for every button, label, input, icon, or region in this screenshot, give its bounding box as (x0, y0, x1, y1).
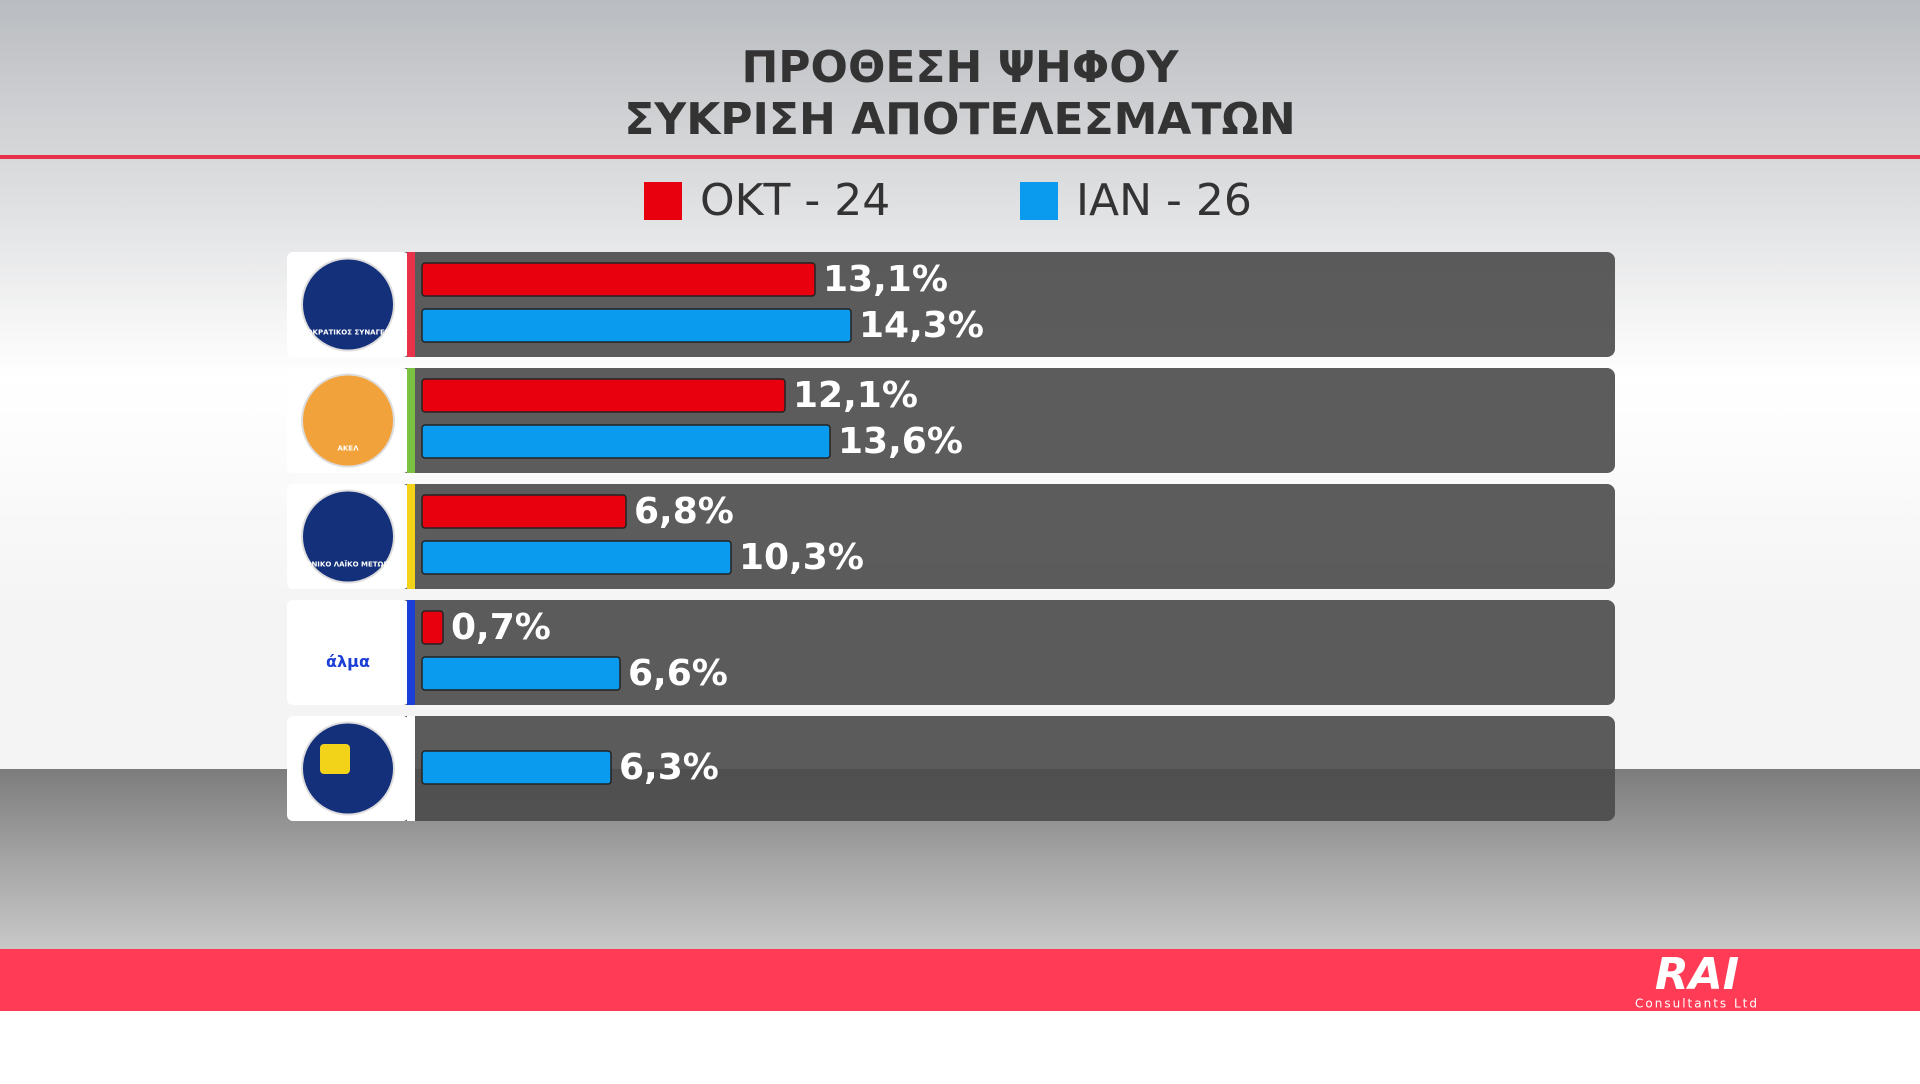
bar (421, 262, 816, 297)
chart-subtitle: ΣΥΚΡΙΣΗ ΑΠΟΤΕΛΕΣΜΑΤΩΝ (624, 94, 1295, 145)
value-label: 12,1% (793, 375, 918, 416)
logo-strip (407, 600, 415, 705)
divider (0, 155, 1920, 159)
value-label: 0,7% (451, 607, 551, 648)
logo-circle (301, 257, 395, 352)
logo-text: ΔΗΜΟΚΡΑΤΙΚΟΣ ΣΥΝΑΓΕΡΜΟΣ (288, 329, 408, 337)
brand: RAI (1655, 949, 1739, 1000)
logo-strip (407, 484, 415, 589)
footer-white (0, 1011, 1920, 1080)
logo-text: ΕΘΝΙΚΟ ΛΑΪΚΟ ΜΕΤΩΠΟ (301, 560, 396, 569)
bar (421, 540, 732, 575)
legend-swatch (1020, 182, 1058, 220)
row-panel (287, 716, 1615, 821)
value-label: 6,3% (619, 747, 719, 788)
logo-strip (407, 368, 415, 473)
value-label: 10,3% (739, 537, 864, 578)
value-label: 13,6% (838, 421, 963, 462)
value-label: 6,8% (634, 491, 734, 532)
logo-circle (301, 373, 395, 468)
logo-strip (407, 252, 415, 357)
bar (421, 494, 627, 529)
brand-subtitle: Consultants Ltd (1635, 997, 1759, 1011)
legend-label: ΟΚΤ - 24 (700, 175, 890, 226)
bar (421, 750, 612, 785)
logo-text: άλμα (326, 652, 370, 671)
logo-text: ΑΚΕΛ (337, 445, 359, 453)
bar (421, 308, 852, 343)
logo-strip (407, 716, 415, 821)
chart-title: ΠΡΟΘΕΣΗ ΨΗΦΟΥ (741, 42, 1179, 93)
bar (421, 424, 831, 459)
value-label: 13,1% (823, 259, 948, 300)
bar (421, 656, 621, 691)
bar (421, 610, 444, 645)
legend-label: ΙΑΝ - 26 (1076, 175, 1252, 226)
footer-band (0, 949, 1920, 1011)
legend-swatch (644, 182, 682, 220)
logo-icon (320, 744, 350, 774)
logo-circle (301, 489, 395, 584)
value-label: 6,6% (628, 653, 728, 694)
logo-circle (301, 605, 395, 700)
value-label: 14,3% (859, 305, 984, 346)
bar (421, 378, 786, 413)
